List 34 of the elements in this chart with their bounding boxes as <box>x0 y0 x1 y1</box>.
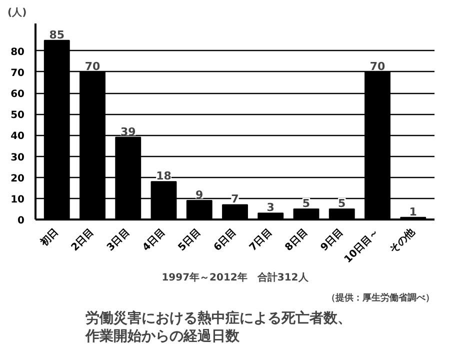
x-tick-label: 4日目 <box>140 226 168 254</box>
text: 労働災害における熱中症による死亡者数、 <box>86 310 352 326</box>
x-axis-title: 1997年～2012年 合計312人 <box>162 271 310 284</box>
data-label: 7 <box>231 192 239 206</box>
data-label: 18 <box>156 170 172 183</box>
y-tick-label: 50 <box>10 110 25 122</box>
x-tick-label: 6日目 <box>212 226 239 254</box>
x-tick-label: その他 <box>387 225 418 256</box>
x-tick-label: 7日目 <box>248 226 275 254</box>
y-tick-label: 10 <box>10 194 25 206</box>
y-tick-label: 40 <box>10 131 25 142</box>
data-label: 39 <box>120 125 136 138</box>
x-tick-label: 初日 <box>37 226 61 250</box>
data-label: 5 <box>338 196 346 210</box>
data-label: 9 <box>196 188 204 202</box>
y-tick-label: 70 <box>10 68 25 79</box>
x-tick-label: 3日目 <box>105 226 132 254</box>
y-tick-label: 80 <box>10 46 25 58</box>
data-label: 5 <box>302 196 310 210</box>
data-label: 70 <box>370 60 386 73</box>
text: （提供：厚生労働省調べ） <box>326 292 434 304</box>
data-label: 85 <box>49 28 65 42</box>
x-tick-label: 8日目 <box>283 226 310 254</box>
x-tick-label: 2日目 <box>70 226 96 254</box>
y-axis-title: (人) <box>8 6 27 18</box>
y-tick-label: 30 <box>10 152 25 164</box>
data-label: 3 <box>266 201 274 214</box>
y-tick-label: 0 <box>18 216 25 226</box>
data-label: 1 <box>409 205 417 218</box>
x-tick-label: 5日目 <box>176 226 204 254</box>
y-tick-label: 20 <box>10 173 25 184</box>
text: 作業開始からの経過日数 <box>84 328 240 344</box>
y-tick-label: 60 <box>10 89 25 100</box>
data-label: 70 <box>84 60 100 73</box>
